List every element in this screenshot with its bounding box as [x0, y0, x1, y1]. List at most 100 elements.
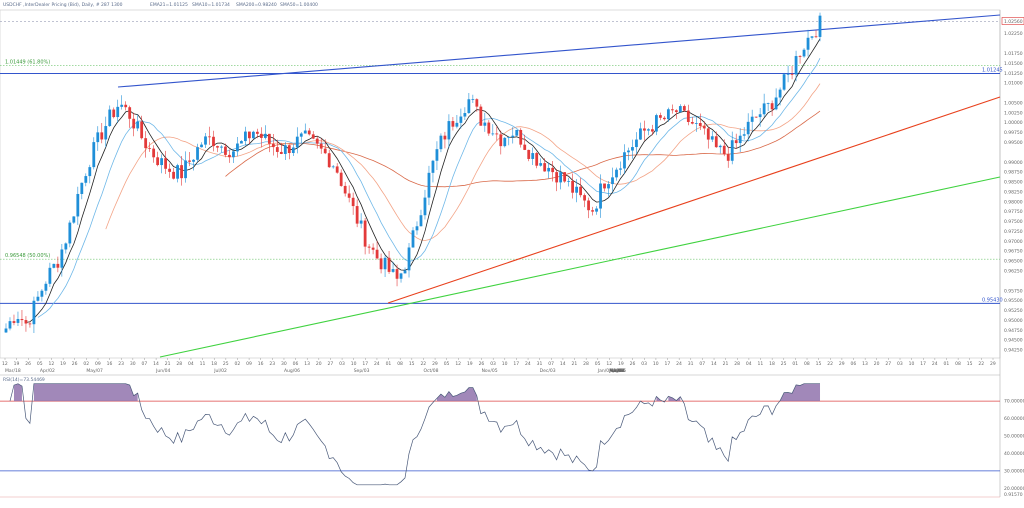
candle-body	[595, 208, 598, 212]
x-tick-label: 01	[792, 361, 798, 367]
candle-body	[263, 133, 267, 138]
candle-body	[690, 121, 694, 124]
x-tick-label: 05	[37, 361, 43, 367]
candle-body	[184, 160, 187, 179]
x-tick-label: 19	[60, 361, 66, 367]
x-tick-label: 13	[304, 361, 310, 367]
x-tick-label: 10	[351, 361, 357, 367]
candle-body	[100, 132, 104, 140]
candle-body	[451, 121, 455, 127]
candle-body	[762, 103, 766, 115]
candle-body	[160, 158, 164, 166]
x-tick-label: 05	[595, 361, 601, 367]
price-label: 1.02560	[1004, 19, 1023, 25]
candle-body	[204, 136, 207, 145]
x-tick-label: 24	[374, 361, 380, 367]
candle-body	[351, 197, 355, 207]
y-tick-label: 0.95250	[1004, 308, 1023, 314]
candle-body	[128, 107, 132, 119]
candle-body	[639, 128, 642, 140]
x-tick-label: 03	[490, 361, 496, 367]
x-tick-label: 08	[397, 361, 403, 367]
candle-body	[491, 133, 495, 135]
x-tick-label: 30	[130, 361, 136, 367]
candle-body	[599, 183, 602, 209]
candle-body	[136, 121, 140, 129]
x-month-label: Jul/02	[213, 368, 227, 374]
x-tick-label: 17	[513, 361, 519, 367]
candle-body	[240, 141, 243, 144]
x-tick-label: 21	[165, 361, 171, 367]
candle-body	[359, 220, 363, 224]
candle-body	[152, 148, 156, 158]
candle-body	[519, 129, 523, 145]
candle-body	[299, 133, 303, 137]
fib-level-label: 0.96548 (50.00%)	[5, 253, 50, 259]
x-tick-label: 28	[583, 361, 589, 367]
level-label: 1.01245	[982, 67, 1003, 73]
rsi-overbought-fill	[780, 383, 821, 402]
candle-body	[148, 148, 152, 149]
candle-body	[770, 103, 774, 110]
candle-body	[635, 139, 638, 148]
candle-body	[543, 163, 547, 172]
upper-trendline	[117, 14, 1001, 88]
y-tick-label: 0.97000	[1004, 239, 1023, 245]
x-tick-label: 10	[909, 361, 915, 367]
candle-body	[575, 186, 578, 193]
chart-header: USDCHF ,InterDealer Pricing (Bid), Daily…	[3, 2, 123, 8]
rsi-title: RSI(14)=73.54469	[3, 377, 45, 383]
candle-body	[212, 136, 215, 147]
y-tick-label: 0.98250	[1004, 189, 1023, 195]
candle-body	[714, 136, 718, 148]
x-month-label: Jan/07/19	[597, 368, 620, 374]
x-tick-label: 21	[723, 361, 729, 367]
candle-body	[702, 126, 706, 129]
candle-body	[647, 129, 650, 131]
candle-body	[730, 140, 734, 161]
x-tick-label: 01	[944, 361, 950, 367]
rsi-y-tick: 50.00000	[1004, 434, 1024, 440]
candle-body	[746, 121, 750, 135]
candle-body	[415, 226, 419, 231]
candle-body	[423, 197, 427, 216]
candle-body	[539, 163, 543, 166]
y-tick-label: 1.02250	[1004, 31, 1023, 37]
candle-body	[475, 99, 479, 107]
y-tick-label: 0.94750	[1004, 328, 1023, 334]
x-month-label: Jun/03	[608, 368, 623, 374]
candle-body	[395, 269, 399, 279]
candle-body	[56, 263, 60, 268]
x-tick-label: 09	[95, 361, 101, 367]
candle-body	[319, 143, 323, 149]
candle-body	[587, 200, 590, 211]
y-tick-label: 1.01250	[1004, 71, 1023, 77]
candle-body	[96, 132, 100, 143]
y-tick-label: 0.96500	[1004, 259, 1023, 265]
candle-body	[447, 121, 451, 140]
candle-body	[818, 15, 822, 37]
x-tick-label: 24	[932, 361, 938, 367]
candle-body	[682, 106, 686, 111]
candle-body	[658, 115, 662, 118]
candle-body	[511, 135, 515, 138]
candle-body	[427, 172, 431, 198]
ema-legend: EMA21=1.01125	[150, 2, 188, 8]
candle-body	[188, 160, 191, 162]
rsi-y-tick: 40.00000	[1004, 451, 1024, 457]
x-tick-label: 27	[327, 361, 333, 367]
x-tick-label: 08	[955, 361, 961, 367]
x-tick-label: 16	[258, 361, 264, 367]
candle-body	[327, 153, 331, 168]
rsi-overbought-fill	[13, 383, 22, 402]
candle-body	[411, 230, 415, 248]
candle-body	[674, 110, 678, 113]
x-tick-label: 19	[14, 361, 20, 367]
x-tick-label: 05	[444, 361, 450, 367]
candle-body	[180, 165, 183, 179]
candle-body	[68, 222, 72, 244]
x-month-label: Mar/18	[5, 368, 21, 374]
candle-body	[208, 136, 211, 138]
x-tick-label: 17	[362, 361, 368, 367]
